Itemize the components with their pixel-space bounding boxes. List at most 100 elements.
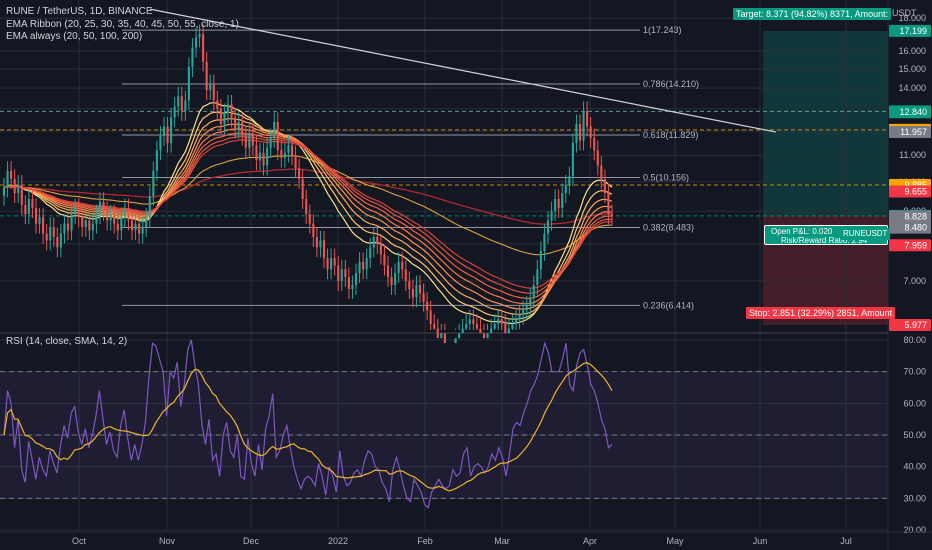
stop-label[interactable]: Stop: 2.851 (32.29%) 2851, Amount xyxy=(746,307,896,319)
price-axis[interactable]: 18.00016.00015.00014.00013.00012.00011.0… xyxy=(887,0,932,550)
ema-25 xyxy=(3,111,613,320)
candle xyxy=(120,207,123,241)
legend-ema-always[interactable]: EMA always (20, 50, 100, 200) xyxy=(6,31,143,42)
candle-body xyxy=(20,184,23,205)
candle-body xyxy=(262,152,265,166)
candle xyxy=(465,314,468,330)
candles xyxy=(2,24,614,344)
candle xyxy=(546,210,550,244)
time-axis[interactable]: Oct Nov Dec 2022 Feb Mar Apr May Jun Jul xyxy=(0,531,932,546)
candle-body xyxy=(273,121,276,139)
candle xyxy=(191,37,194,78)
candle-body xyxy=(166,126,169,143)
candle-body xyxy=(42,217,45,234)
legend-rsi[interactable]: RSI (14, close, SMA, 14, 2) xyxy=(6,336,128,347)
candle xyxy=(91,214,94,241)
candle-body xyxy=(290,145,294,156)
candle xyxy=(347,267,350,299)
candle-body xyxy=(500,319,503,324)
legend-symbol[interactable]: RUNE / TetherUS, 1D, BINANCE xyxy=(6,6,153,17)
rsi-pane xyxy=(0,339,888,509)
candle-body xyxy=(362,261,365,270)
symbol-tag[interactable]: RUNEUSDT xyxy=(840,228,891,240)
time-tick: Jul xyxy=(840,536,852,546)
candle-body xyxy=(120,217,123,231)
fib-label: 1(17.243) xyxy=(643,25,682,35)
candle-body xyxy=(365,258,368,270)
candle xyxy=(340,259,343,291)
candle xyxy=(177,86,180,117)
ema-20 xyxy=(3,102,613,324)
rsi-tick: 40.00 xyxy=(903,462,926,472)
candle-body xyxy=(593,138,596,151)
candle xyxy=(141,217,144,244)
candle xyxy=(283,143,286,168)
candle-body xyxy=(123,208,126,218)
candle-body xyxy=(241,121,244,136)
candle-body xyxy=(113,214,116,224)
candle-body xyxy=(276,121,279,151)
candle xyxy=(17,174,20,204)
candle-body xyxy=(429,310,432,324)
time-tick: 2022 xyxy=(328,536,348,546)
rsi-tick: 50.00 xyxy=(903,430,926,440)
candle xyxy=(244,126,247,158)
rsi-tick: 70.00 xyxy=(903,367,926,377)
rsi-axis[interactable]: 80.00 70.00 60.00 50.00 40.00 30.00 20.00 xyxy=(903,335,926,535)
candle xyxy=(390,267,393,295)
candle xyxy=(582,101,585,151)
candle-body xyxy=(422,293,425,302)
candle xyxy=(95,204,98,234)
price-tick: 15.000 xyxy=(898,64,926,74)
trend-line[interactable] xyxy=(149,8,777,133)
candle-body xyxy=(482,333,486,339)
price-tag-bg xyxy=(889,126,931,139)
candle xyxy=(209,74,212,101)
candle-body xyxy=(159,135,162,151)
candle-body xyxy=(557,198,560,209)
candle-body xyxy=(561,193,564,209)
candle xyxy=(536,259,539,295)
price-tag-text: 12.840 xyxy=(899,107,927,117)
candle xyxy=(575,114,578,153)
candle-body xyxy=(170,117,173,143)
candle-body xyxy=(209,84,212,91)
candle-body xyxy=(10,170,13,179)
target-label[interactable]: Target: 8.371 (94.82%) 8371, Amount: xyxy=(733,8,892,20)
candle xyxy=(578,114,582,151)
candle xyxy=(539,241,542,280)
candle-body xyxy=(454,338,457,344)
candle-body xyxy=(596,150,599,166)
candle xyxy=(162,116,166,146)
candle-body xyxy=(234,117,237,129)
candle xyxy=(550,201,553,231)
price-tag: 11.957 xyxy=(889,126,931,139)
fib-label: 0.382(8.483) xyxy=(643,223,694,233)
candle-body xyxy=(91,223,94,231)
candle-body xyxy=(319,240,322,248)
candle xyxy=(262,143,265,176)
candle-body xyxy=(504,323,507,334)
price-tag-text: 9.885 xyxy=(904,180,927,190)
legend-ema-ribbon[interactable]: EMA Ribbon (20, 25, 30, 35, 40, 45, 50, … xyxy=(6,19,239,30)
price-tag-bg xyxy=(889,185,931,198)
candle-body xyxy=(251,133,254,146)
candle-body xyxy=(106,211,109,221)
candle-body xyxy=(127,208,130,221)
candle xyxy=(514,309,518,330)
candle-body xyxy=(294,155,297,169)
candle xyxy=(173,97,176,128)
candle-body xyxy=(266,147,269,166)
candle-body xyxy=(66,223,70,231)
candle xyxy=(194,27,198,58)
candle-body xyxy=(59,233,62,248)
candle xyxy=(148,186,151,228)
candle xyxy=(49,217,52,251)
risk-reward-label: Risk/Reward Ratio: 2.94 xyxy=(781,236,868,245)
candle-body xyxy=(369,247,372,259)
candle-body xyxy=(347,277,350,290)
candle-body xyxy=(486,333,489,339)
candle xyxy=(113,204,116,234)
price-tag-bg xyxy=(889,318,931,331)
